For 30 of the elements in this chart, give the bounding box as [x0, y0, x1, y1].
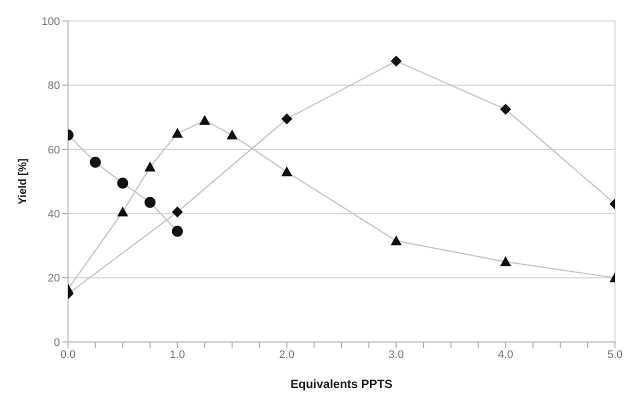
y-tick-label: 80 — [48, 80, 60, 92]
point — [172, 206, 183, 218]
x-tick-label: 0.0 — [60, 348, 76, 361]
point — [281, 166, 292, 176]
y-tick-label: 20 — [48, 272, 60, 285]
x-tick-label: 1.0 — [170, 348, 186, 361]
point — [172, 226, 183, 237]
point — [226, 129, 238, 140]
point — [390, 56, 402, 67]
y-tick-label: 60 — [48, 144, 60, 156]
point — [144, 162, 156, 172]
point — [90, 156, 101, 168]
point — [144, 196, 156, 208]
x-tick-label: 2.0 — [279, 348, 294, 361]
x-tick-label: 4.0 — [498, 348, 514, 361]
point — [199, 115, 210, 125]
point — [281, 113, 292, 124]
point — [390, 235, 402, 246]
point — [117, 178, 128, 189]
x-axis-title: Equivalents PPTS — [290, 377, 393, 391]
point — [500, 256, 512, 266]
point — [117, 206, 128, 216]
point — [172, 128, 183, 138]
y-axis-title: Yield [%] — [16, 158, 29, 205]
y-tick-label: 40 — [48, 208, 60, 221]
x-tick-label: 3.0 — [388, 348, 404, 361]
y-tick-label: 100 — [42, 16, 60, 28]
y-tick-label: 0 — [54, 336, 60, 349]
x-tick-label: 5.0 — [607, 348, 623, 361]
point — [500, 104, 512, 115]
